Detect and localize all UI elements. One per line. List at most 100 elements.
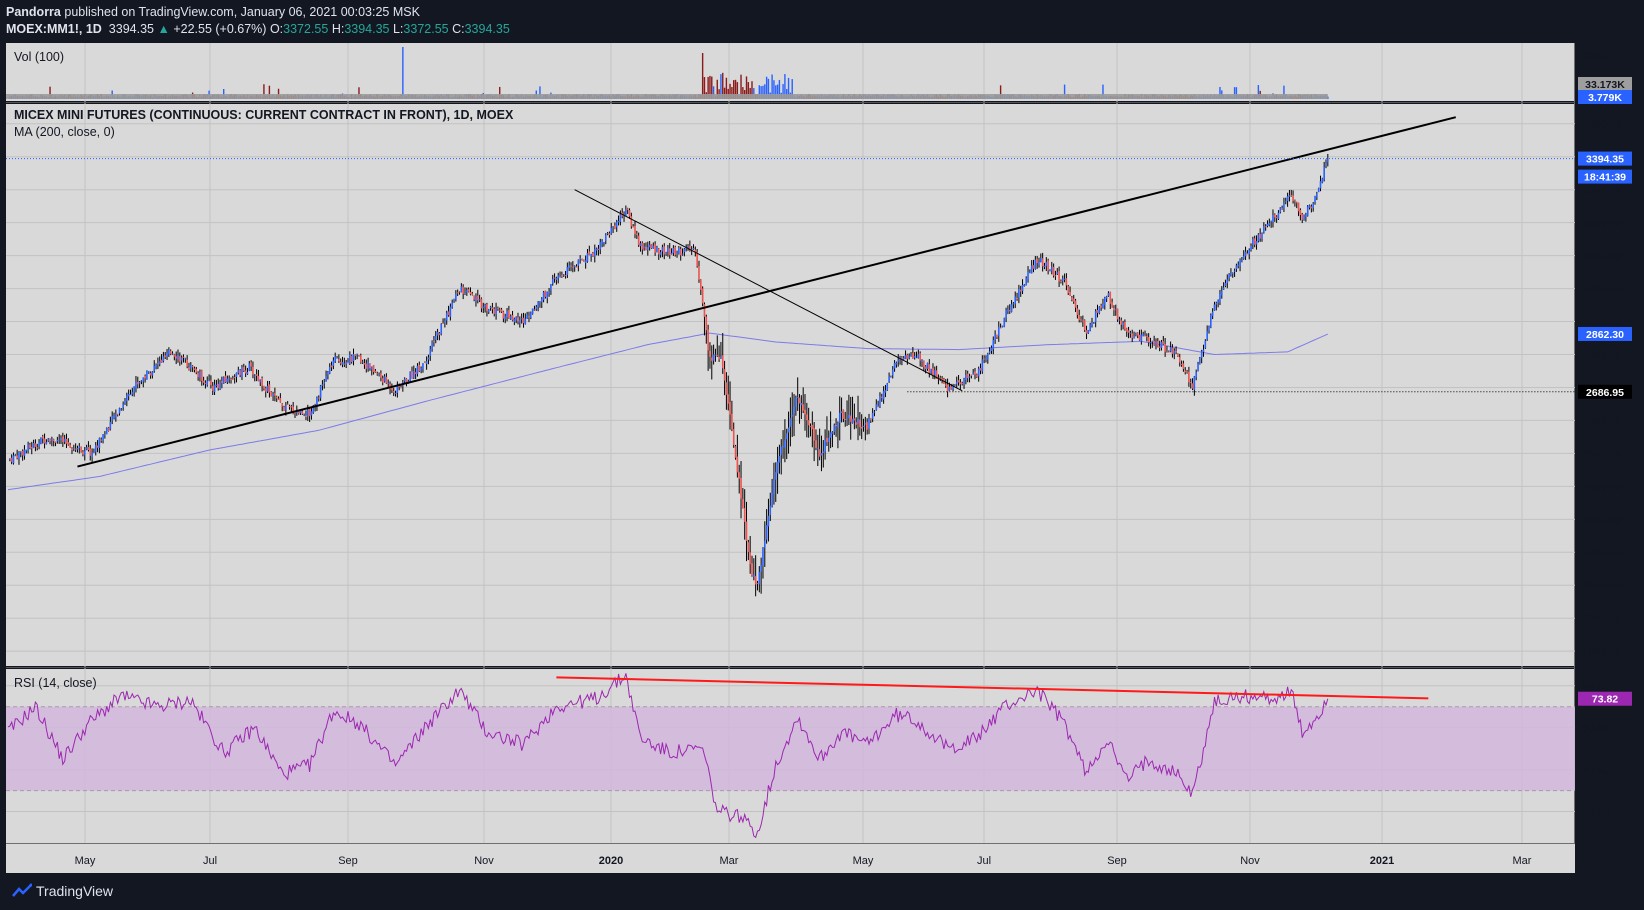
candle-body <box>626 208 629 210</box>
close-value: 3394.35 <box>464 22 510 36</box>
chart-canvas[interactable]: May Jul Sep Nov 2020 Mar May Jul Sep Nov 2021 Mar 19… <box>0 0 1644 873</box>
candle-body <box>244 370 247 374</box>
volume-bar <box>716 79 718 99</box>
candle-body <box>334 356 337 362</box>
candle-body <box>1071 297 1073 300</box>
symbol-label[interactable]: MOEX:MM1!, 1D <box>6 22 102 36</box>
volume-ma-tag-bg <box>1578 77 1632 91</box>
candle-body <box>1122 322 1124 326</box>
candle-body <box>462 286 464 294</box>
candle-body <box>480 298 483 309</box>
candle-body <box>297 410 300 414</box>
ma-label[interactable]: MA (200, close, 0) <box>14 125 115 139</box>
candle-body <box>838 413 841 423</box>
rsi-tick-label: 20.00 <box>1582 807 1610 819</box>
candle-body <box>537 302 539 307</box>
time-axis[interactable] <box>6 843 1575 874</box>
candle-body <box>886 383 889 391</box>
candle-body <box>1208 326 1210 331</box>
candle-body <box>374 370 377 373</box>
candle-body <box>1294 200 1296 202</box>
candle-body <box>963 378 965 385</box>
volume-label[interactable]: Vol (100) <box>14 50 65 64</box>
rsi-trendline <box>556 676 1429 700</box>
candle-body <box>548 291 550 294</box>
author-name[interactable]: Pandorra <box>6 5 61 19</box>
candle-body <box>1023 284 1026 287</box>
candle-body <box>504 316 507 320</box>
candle-body <box>1255 240 1258 245</box>
candle-body <box>955 381 958 385</box>
candle-body <box>34 443 37 447</box>
candle-body <box>1166 351 1168 353</box>
candle-body <box>760 564 762 572</box>
volume-bar <box>776 84 779 99</box>
candle-body <box>1178 357 1181 363</box>
candle-body <box>29 444 31 448</box>
candle-body <box>550 284 552 291</box>
candle-body <box>1199 358 1201 364</box>
candle-body <box>1142 334 1144 336</box>
candle-body <box>756 582 759 584</box>
candle-body <box>530 312 532 318</box>
candle-body <box>1091 322 1093 326</box>
candle-body <box>10 457 13 462</box>
candle-body <box>670 252 673 255</box>
candle-body <box>588 251 591 256</box>
candle-body <box>414 372 417 374</box>
candle-body <box>1242 255 1245 259</box>
candle-body <box>1096 309 1099 313</box>
candle-body <box>188 367 190 370</box>
rsi-label[interactable]: RSI (14, close) <box>14 676 97 690</box>
candle-body <box>93 451 95 453</box>
candle-body <box>367 361 369 370</box>
candle-body <box>45 442 48 445</box>
candle-body <box>1005 310 1007 318</box>
candle-body <box>1030 265 1033 274</box>
chart-title[interactable]: MICEX MINI FUTURES (CONTINUOUS: CURRENT … <box>14 108 514 122</box>
candle-body <box>434 336 437 340</box>
candle-body <box>751 563 753 576</box>
candle-body <box>800 403 803 406</box>
candle-body <box>853 418 856 421</box>
candle-body <box>656 247 658 252</box>
candle-body <box>648 244 651 248</box>
candle-body <box>645 246 647 250</box>
volume-pane[interactable] <box>6 43 1575 101</box>
candle-body <box>1316 193 1318 198</box>
candle-body <box>1160 341 1163 348</box>
candle-body <box>246 372 249 375</box>
candle-body <box>906 354 909 359</box>
candle-body <box>460 286 463 293</box>
candle-body <box>1188 371 1190 383</box>
candle-body <box>144 375 146 379</box>
candle-body <box>617 220 620 223</box>
candle-body <box>1131 333 1134 338</box>
candle-body <box>1237 264 1240 267</box>
volume-bar <box>734 79 737 99</box>
candle-body <box>988 351 991 354</box>
candle-body <box>413 371 415 378</box>
candle-body <box>252 366 254 375</box>
candle-body <box>381 378 384 383</box>
candle-body <box>197 372 199 378</box>
candle-body <box>826 437 828 443</box>
candle-body <box>250 362 252 367</box>
candle-body <box>707 329 709 351</box>
candle-body <box>877 405 879 407</box>
rsi-series <box>6 673 1575 839</box>
candle-body <box>851 418 854 424</box>
candle-body <box>345 361 347 365</box>
candle-body <box>690 249 693 251</box>
candle-body <box>339 361 342 364</box>
y-tick-label: 3500.00 <box>1582 119 1622 131</box>
candle-body <box>1317 188 1320 193</box>
candle-body <box>1007 309 1009 312</box>
candle-body <box>1261 233 1263 239</box>
candle-body <box>1067 286 1070 294</box>
candle-body <box>1061 278 1064 282</box>
footer-brand[interactable]: TradingView <box>36 883 114 899</box>
candle-body <box>647 247 649 250</box>
candle-body <box>813 427 815 441</box>
candle-body <box>1239 259 1241 267</box>
